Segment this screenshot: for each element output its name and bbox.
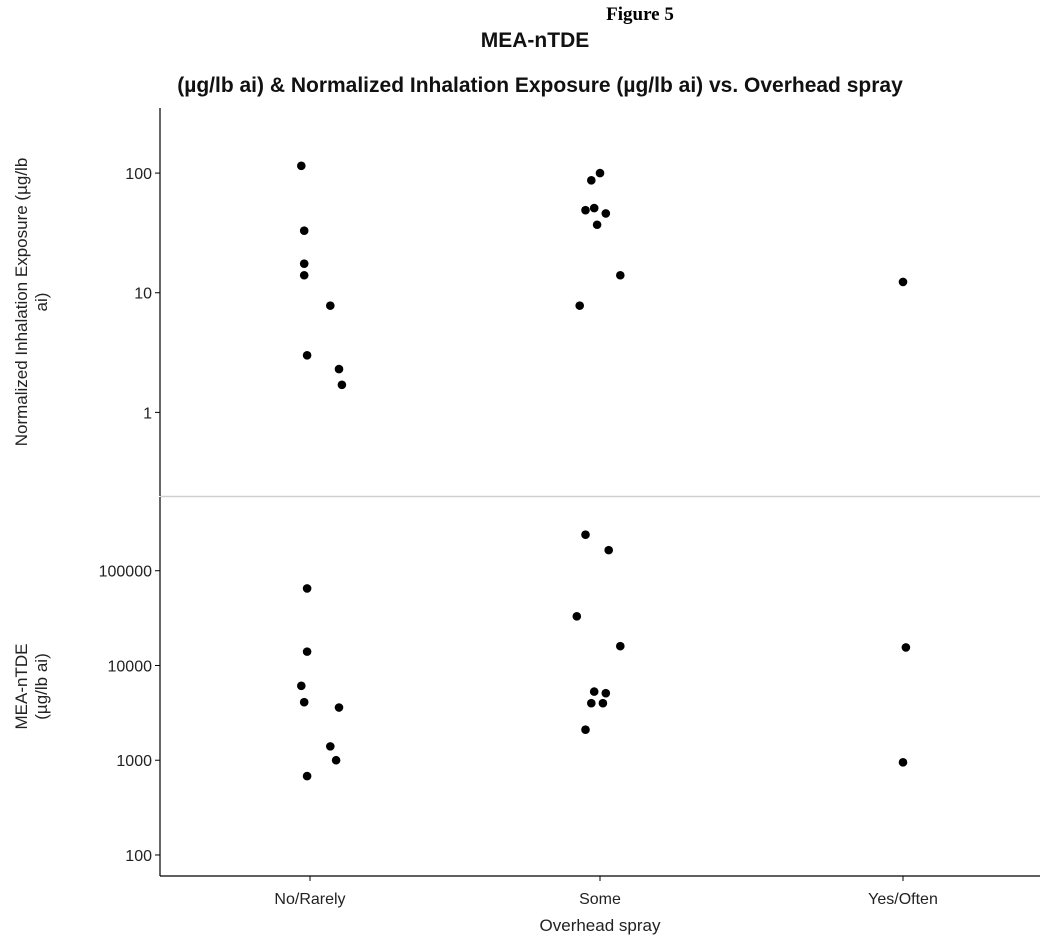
y-axis-label-panel-1: ai)	[32, 293, 51, 312]
y-tick-label-panel-2: 10000	[108, 658, 153, 675]
data-point-panel-2	[299, 697, 309, 707]
data-point-panel-1	[592, 220, 602, 230]
data-point-panel-1	[299, 226, 309, 235]
chart-title-line-1: MEA-nTDE	[480, 29, 590, 52]
data-point-panel-1	[337, 380, 347, 390]
y-tick-label-panel-2: 100	[125, 848, 152, 865]
data-point-panel-2	[581, 530, 590, 540]
chart-title-line-2: (µg/lb ai) & Normalized Inhalation Expos…	[177, 74, 903, 97]
y-tick-label-panel-1: 100	[125, 166, 152, 183]
data-point-panel-2	[302, 771, 312, 781]
y-axis-label-panel-2: MEA-nTDE	[12, 644, 31, 730]
data-point-panel-2	[587, 698, 596, 708]
x-axis-label: Overhead spray	[540, 916, 661, 935]
y-tick-label-panel-2: 100000	[99, 564, 152, 581]
data-point-panel-2	[302, 584, 312, 593]
data-point-panel-1	[334, 364, 344, 374]
data-point-panel-1	[595, 168, 605, 178]
data-point-panel-1	[581, 205, 590, 215]
data-point-panel-2	[598, 698, 608, 708]
y-tick-label-panel-2: 1000	[116, 753, 152, 770]
y-tick-label-panel-1: 10	[134, 286, 152, 303]
data-point-panel-2	[604, 545, 613, 555]
y-axis-label-panel-2: (µg/lb ai)	[32, 653, 51, 719]
y-axis-label-panel-1: Normalized Inhalation Exposure (µg/lb	[12, 158, 31, 447]
figure-label: Figure 5	[606, 4, 674, 25]
data-point-panel-1	[299, 259, 309, 268]
data-point-panel-2	[302, 647, 312, 656]
x-tick-label: No/Rarely	[274, 891, 345, 908]
data-point-panel-2	[331, 755, 341, 765]
data-point-panel-1	[326, 301, 335, 310]
data-point-panel-2	[297, 681, 306, 691]
data-point-panel-2	[581, 725, 590, 734]
data-point-panel-1	[299, 270, 309, 280]
data-point-panel-2	[901, 643, 911, 652]
data-point-panel-2	[601, 688, 611, 698]
data-point-panel-1	[616, 270, 625, 280]
data-point-panel-1	[587, 176, 596, 185]
data-point-panel-2	[334, 703, 344, 712]
data-point-panel-1	[302, 350, 312, 360]
data-point-panel-2	[616, 641, 625, 651]
data-point-panel-1	[575, 301, 584, 310]
data-point-panel-1	[297, 161, 306, 171]
data-point-panel-1	[898, 277, 908, 287]
data-point-panel-1	[601, 209, 611, 218]
data-point-panel-2	[572, 612, 582, 621]
x-tick-label: Some	[579, 891, 621, 908]
data-point-panel-2	[589, 687, 599, 696]
data-point-panel-2	[898, 758, 908, 767]
data-point-panel-1	[589, 203, 599, 213]
x-tick-label: Yes/Often	[868, 891, 938, 908]
data-point-panel-2	[326, 742, 335, 751]
y-tick-label-panel-1: 1	[143, 405, 152, 422]
